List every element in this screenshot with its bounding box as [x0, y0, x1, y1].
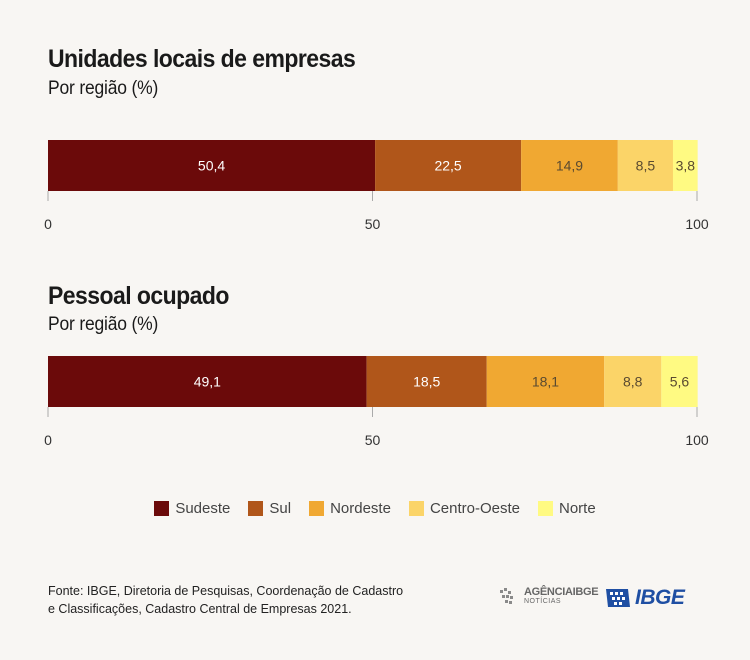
legend-swatch — [537, 501, 553, 516]
chart-1-subtitle: Por região (%) — [48, 78, 159, 99]
tick-label: 100 — [685, 216, 709, 232]
tick-label: 50 — [365, 216, 381, 232]
data-label-norte: 3,8 — [676, 158, 696, 174]
legend-item-nordeste: Nordeste — [309, 500, 391, 517]
legend-swatch — [408, 501, 424, 516]
bar-segment-norte — [672, 140, 698, 191]
chart-2-subtitle: Por região (%) — [48, 314, 159, 335]
chart-2-title: Pessoal ocupado — [48, 282, 229, 310]
tick-label: 0 — [44, 432, 52, 448]
agencia-main-text: AGÊNCIAIBGE — [524, 586, 599, 598]
tick-label: 100 — [685, 432, 709, 448]
ibge-wordmark: IBGE — [635, 586, 685, 609]
source-note: Fonte: IBGE, Diretoria de Pesquisas, Coo… — [48, 584, 404, 616]
legend-item-norte: Norte — [537, 500, 596, 517]
legend-label: Sul — [269, 500, 292, 517]
legend-swatch — [154, 501, 170, 516]
legend-label: Centro-Oeste — [429, 500, 520, 517]
data-label-norte: 5,6 — [670, 374, 690, 390]
chart-2: 49,1 18,5 18,1 8,8 5,6 0 50 100 — [44, 356, 709, 448]
data-label-sudeste: 49,1 — [194, 374, 221, 390]
bar-segment-sul — [375, 140, 522, 191]
tick-label: 0 — [44, 216, 52, 232]
bar-segment-centro-oeste — [604, 356, 662, 407]
chart-1: 50,4 22,5 14,9 8,5 3,8 0 50 100 — [44, 140, 709, 232]
agencia-sub-text: NOTÍCIAS — [524, 598, 562, 605]
legend-item-sudeste: Sudeste — [154, 500, 230, 517]
legend-label: Nordeste — [330, 500, 391, 517]
legend-item-centro-oeste: Centro-Oeste — [408, 500, 520, 517]
legend-label: Sudeste — [175, 500, 231, 517]
data-label-nordeste: 14,9 — [556, 158, 583, 174]
tick-label: 50 — [365, 432, 381, 448]
agencia-ibge-logo: AGÊNCIAIBGE NOTÍCIAS — [498, 586, 599, 608]
bar-segment-nordeste — [521, 140, 618, 191]
legend: Sudeste Sul Nordeste Centro-Oeste Norte — [0, 500, 750, 517]
data-label-sudeste: 50,4 — [198, 158, 225, 174]
legend-item-sul: Sul — [248, 500, 291, 517]
agencia-ibge-icon — [500, 588, 513, 604]
bar-segment-nordeste — [486, 356, 605, 407]
data-label-sul: 22,5 — [434, 158, 461, 174]
bar-segment-sudeste — [48, 356, 367, 407]
bar-segment-norte — [661, 356, 698, 407]
data-label-nordeste: 18,1 — [532, 374, 559, 390]
chart-1-title: Unidades locais de empresas — [48, 45, 356, 73]
bar-segment-sudeste — [48, 140, 376, 191]
ibge-logo: IBGE — [604, 586, 685, 610]
data-label-sul: 18,5 — [413, 374, 440, 390]
legend-swatch — [309, 501, 325, 516]
legend-swatch — [248, 501, 264, 516]
bar-segment-centro-oeste — [617, 140, 673, 191]
bar-segment-sul — [366, 356, 487, 407]
legend-label: Norte — [558, 500, 596, 517]
data-label-centro-oeste: 8,5 — [636, 158, 656, 174]
ibge-icon — [606, 589, 630, 607]
data-label-centro-oeste: 8,8 — [623, 374, 643, 390]
